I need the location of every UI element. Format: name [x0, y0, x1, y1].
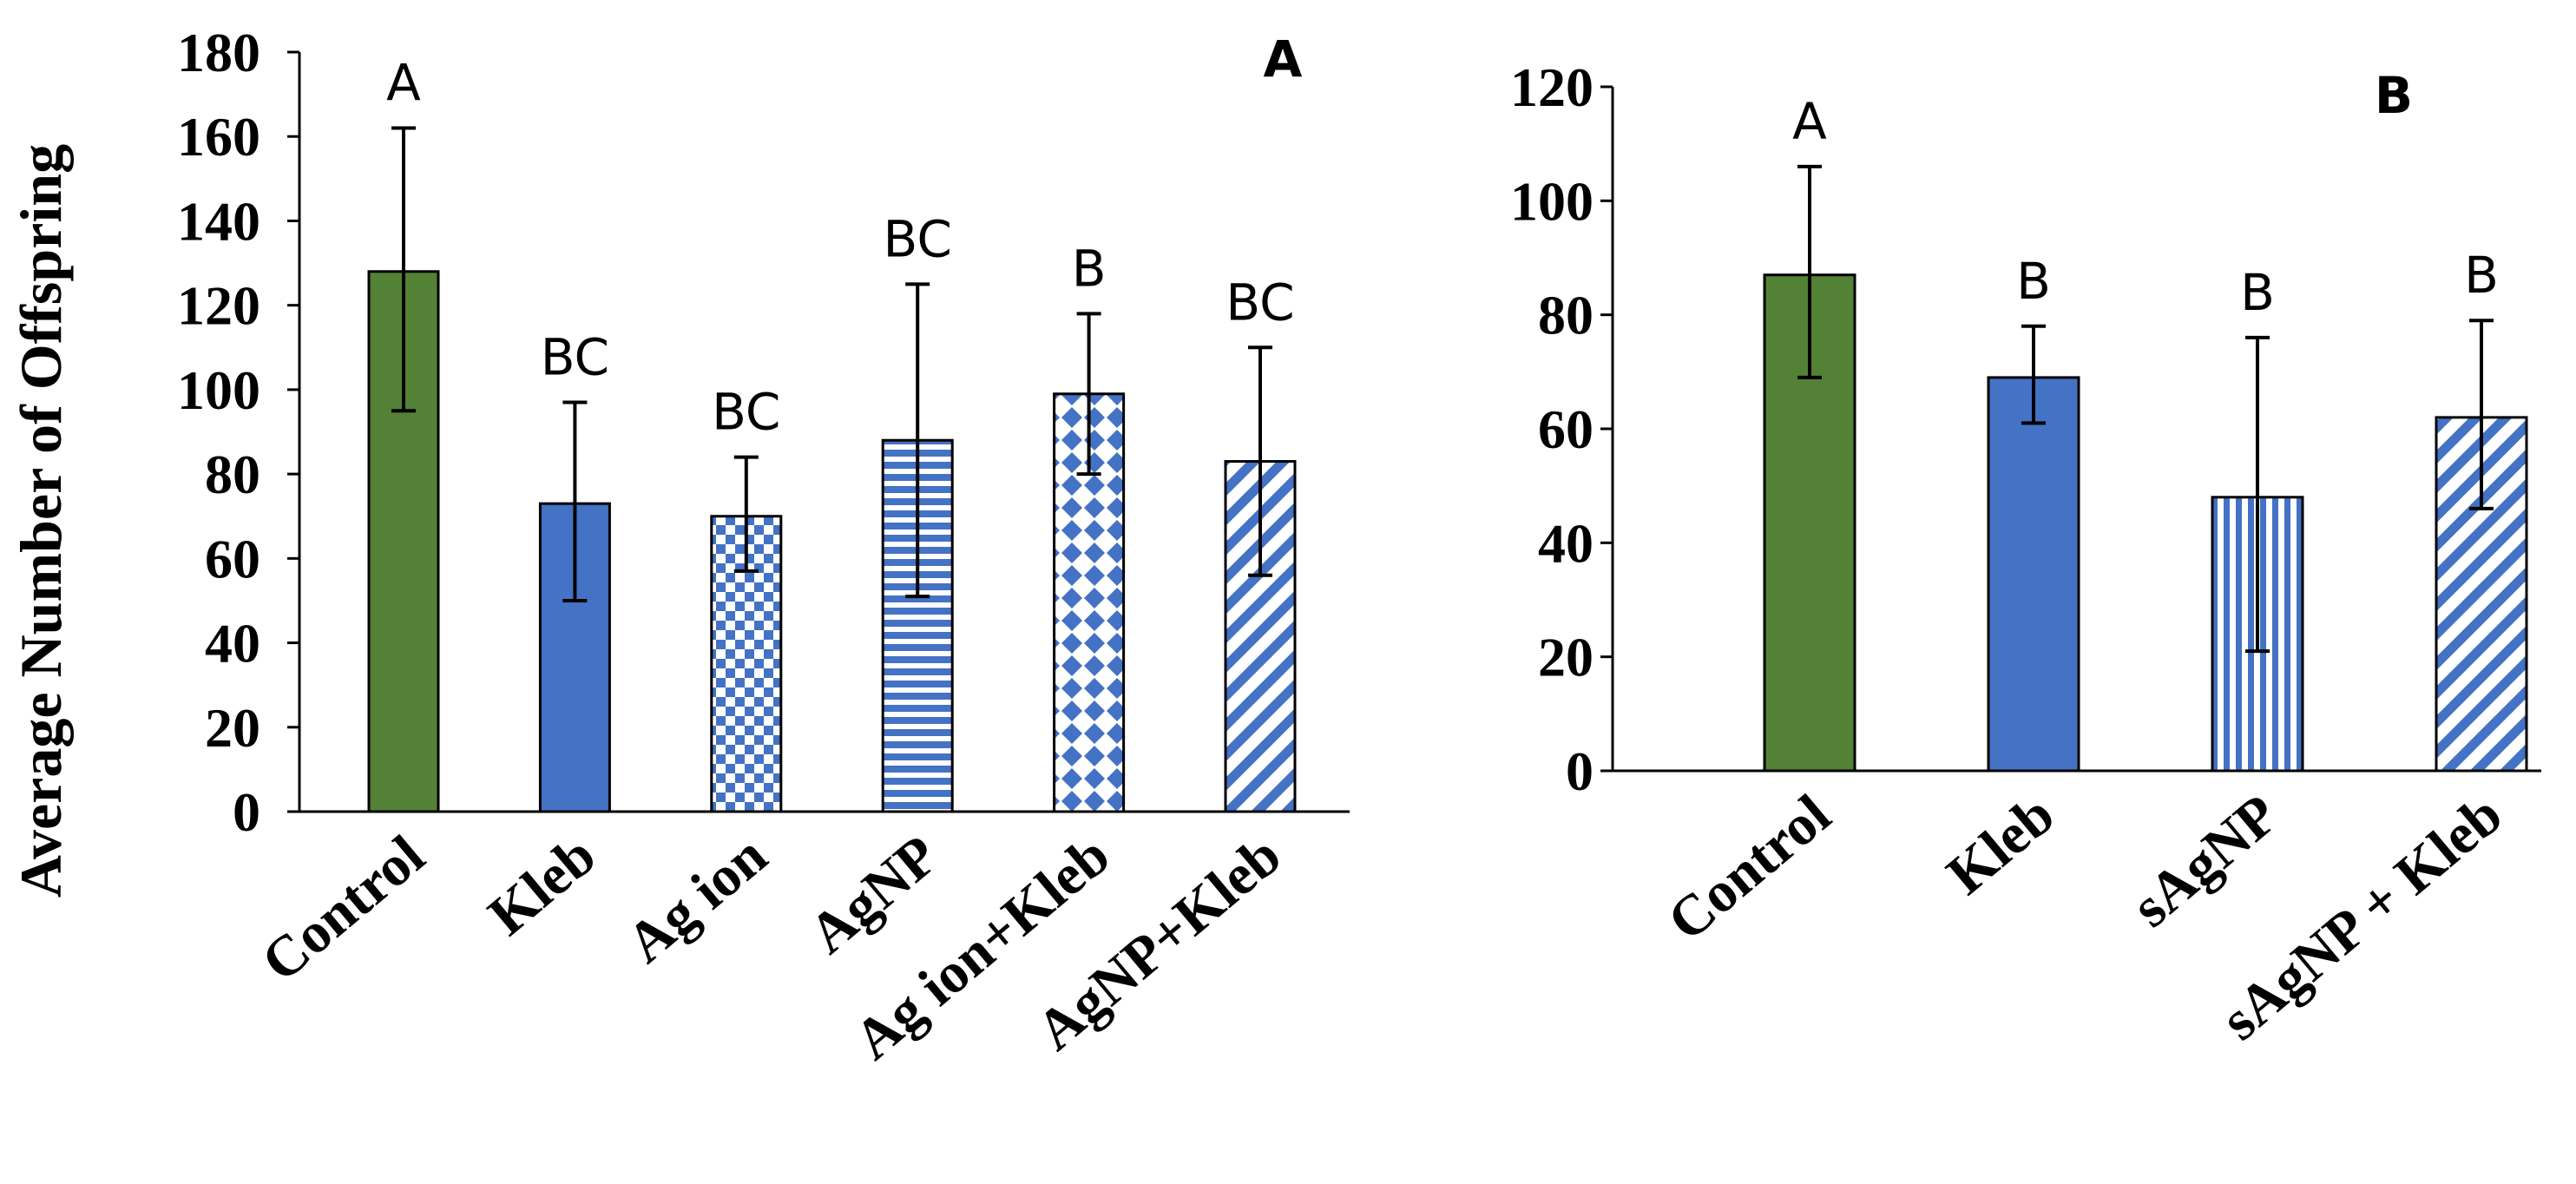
y-tick-label: 0: [1566, 740, 1594, 802]
significance-letter: B: [1072, 239, 1107, 298]
y-tick-label: 0: [233, 781, 260, 843]
error-bar: [2245, 335, 2270, 654]
axes: [287, 50, 1350, 813]
y-tick-label: 60: [1538, 398, 1594, 460]
y-tick-label: 120: [1510, 56, 1594, 118]
y-tick-labels: 0 20 40 60 80 100 120 140 160 180: [177, 22, 260, 843]
error-bar: [391, 126, 416, 413]
category-label: Kleb: [476, 824, 608, 948]
y-tick-label: 40: [205, 613, 260, 674]
category-label: Control: [250, 824, 437, 995]
y-tick-label: 60: [205, 528, 260, 589]
error-bar: [2469, 319, 2494, 510]
significance-letter: BC: [712, 383, 780, 442]
significance-letter: A: [1792, 92, 1827, 151]
error-bar: [1248, 345, 1272, 577]
y-tick-label: 180: [177, 22, 260, 83]
y-tick-labels: 0 20 40 60 80 100 120: [1510, 56, 1594, 802]
y-tick-label: 140: [177, 190, 260, 252]
y-tick-label: 160: [177, 106, 260, 168]
significance-letter: BC: [1226, 273, 1294, 332]
panel-b-title: B: [2375, 66, 2413, 125]
significance-letter: A: [386, 54, 421, 113]
error-bar: [905, 282, 930, 599]
axes: [1600, 85, 2541, 773]
significance-letter: B: [2240, 263, 2275, 322]
y-tick-label: 80: [1538, 285, 1594, 346]
error-bar: [1797, 164, 1822, 379]
error-bar: [562, 400, 588, 602]
y-tick-label: 20: [205, 697, 260, 759]
y-axis-label: Average Number of Offspring: [8, 144, 74, 898]
significance-letter: B: [2464, 246, 2499, 305]
significance-letter: BC: [541, 327, 609, 386]
panel-a: Average Number of Offspring A 0 20 40 60 80 1…: [8, 22, 1350, 1072]
error-bar: [2021, 324, 2046, 425]
bars: A BC BC BC B BC: [367, 54, 1297, 813]
error-bar: [733, 455, 759, 573]
category-label: AgNP: [798, 824, 950, 966]
category-label: sAgNP: [2120, 783, 2290, 940]
significance-letter: B: [2016, 252, 2051, 311]
y-tick-label: 80: [205, 444, 260, 505]
bars: A B B B: [1763, 92, 2528, 773]
panel-a-title: A: [1264, 30, 1303, 89]
category-label: Control: [1656, 783, 1843, 954]
y-tick-label: 20: [1538, 627, 1594, 688]
y-tick-label: 100: [1510, 170, 1594, 232]
category-label: Ag ion: [615, 824, 779, 976]
bar: [1987, 376, 2080, 773]
y-tick-label: 120: [177, 275, 260, 337]
category-label: Kleb: [1935, 783, 2067, 907]
y-tick-label: 100: [177, 359, 260, 421]
y-tick-label: 40: [1538, 512, 1594, 574]
significance-letter: BC: [884, 209, 952, 268]
error-bar: [1076, 312, 1101, 477]
